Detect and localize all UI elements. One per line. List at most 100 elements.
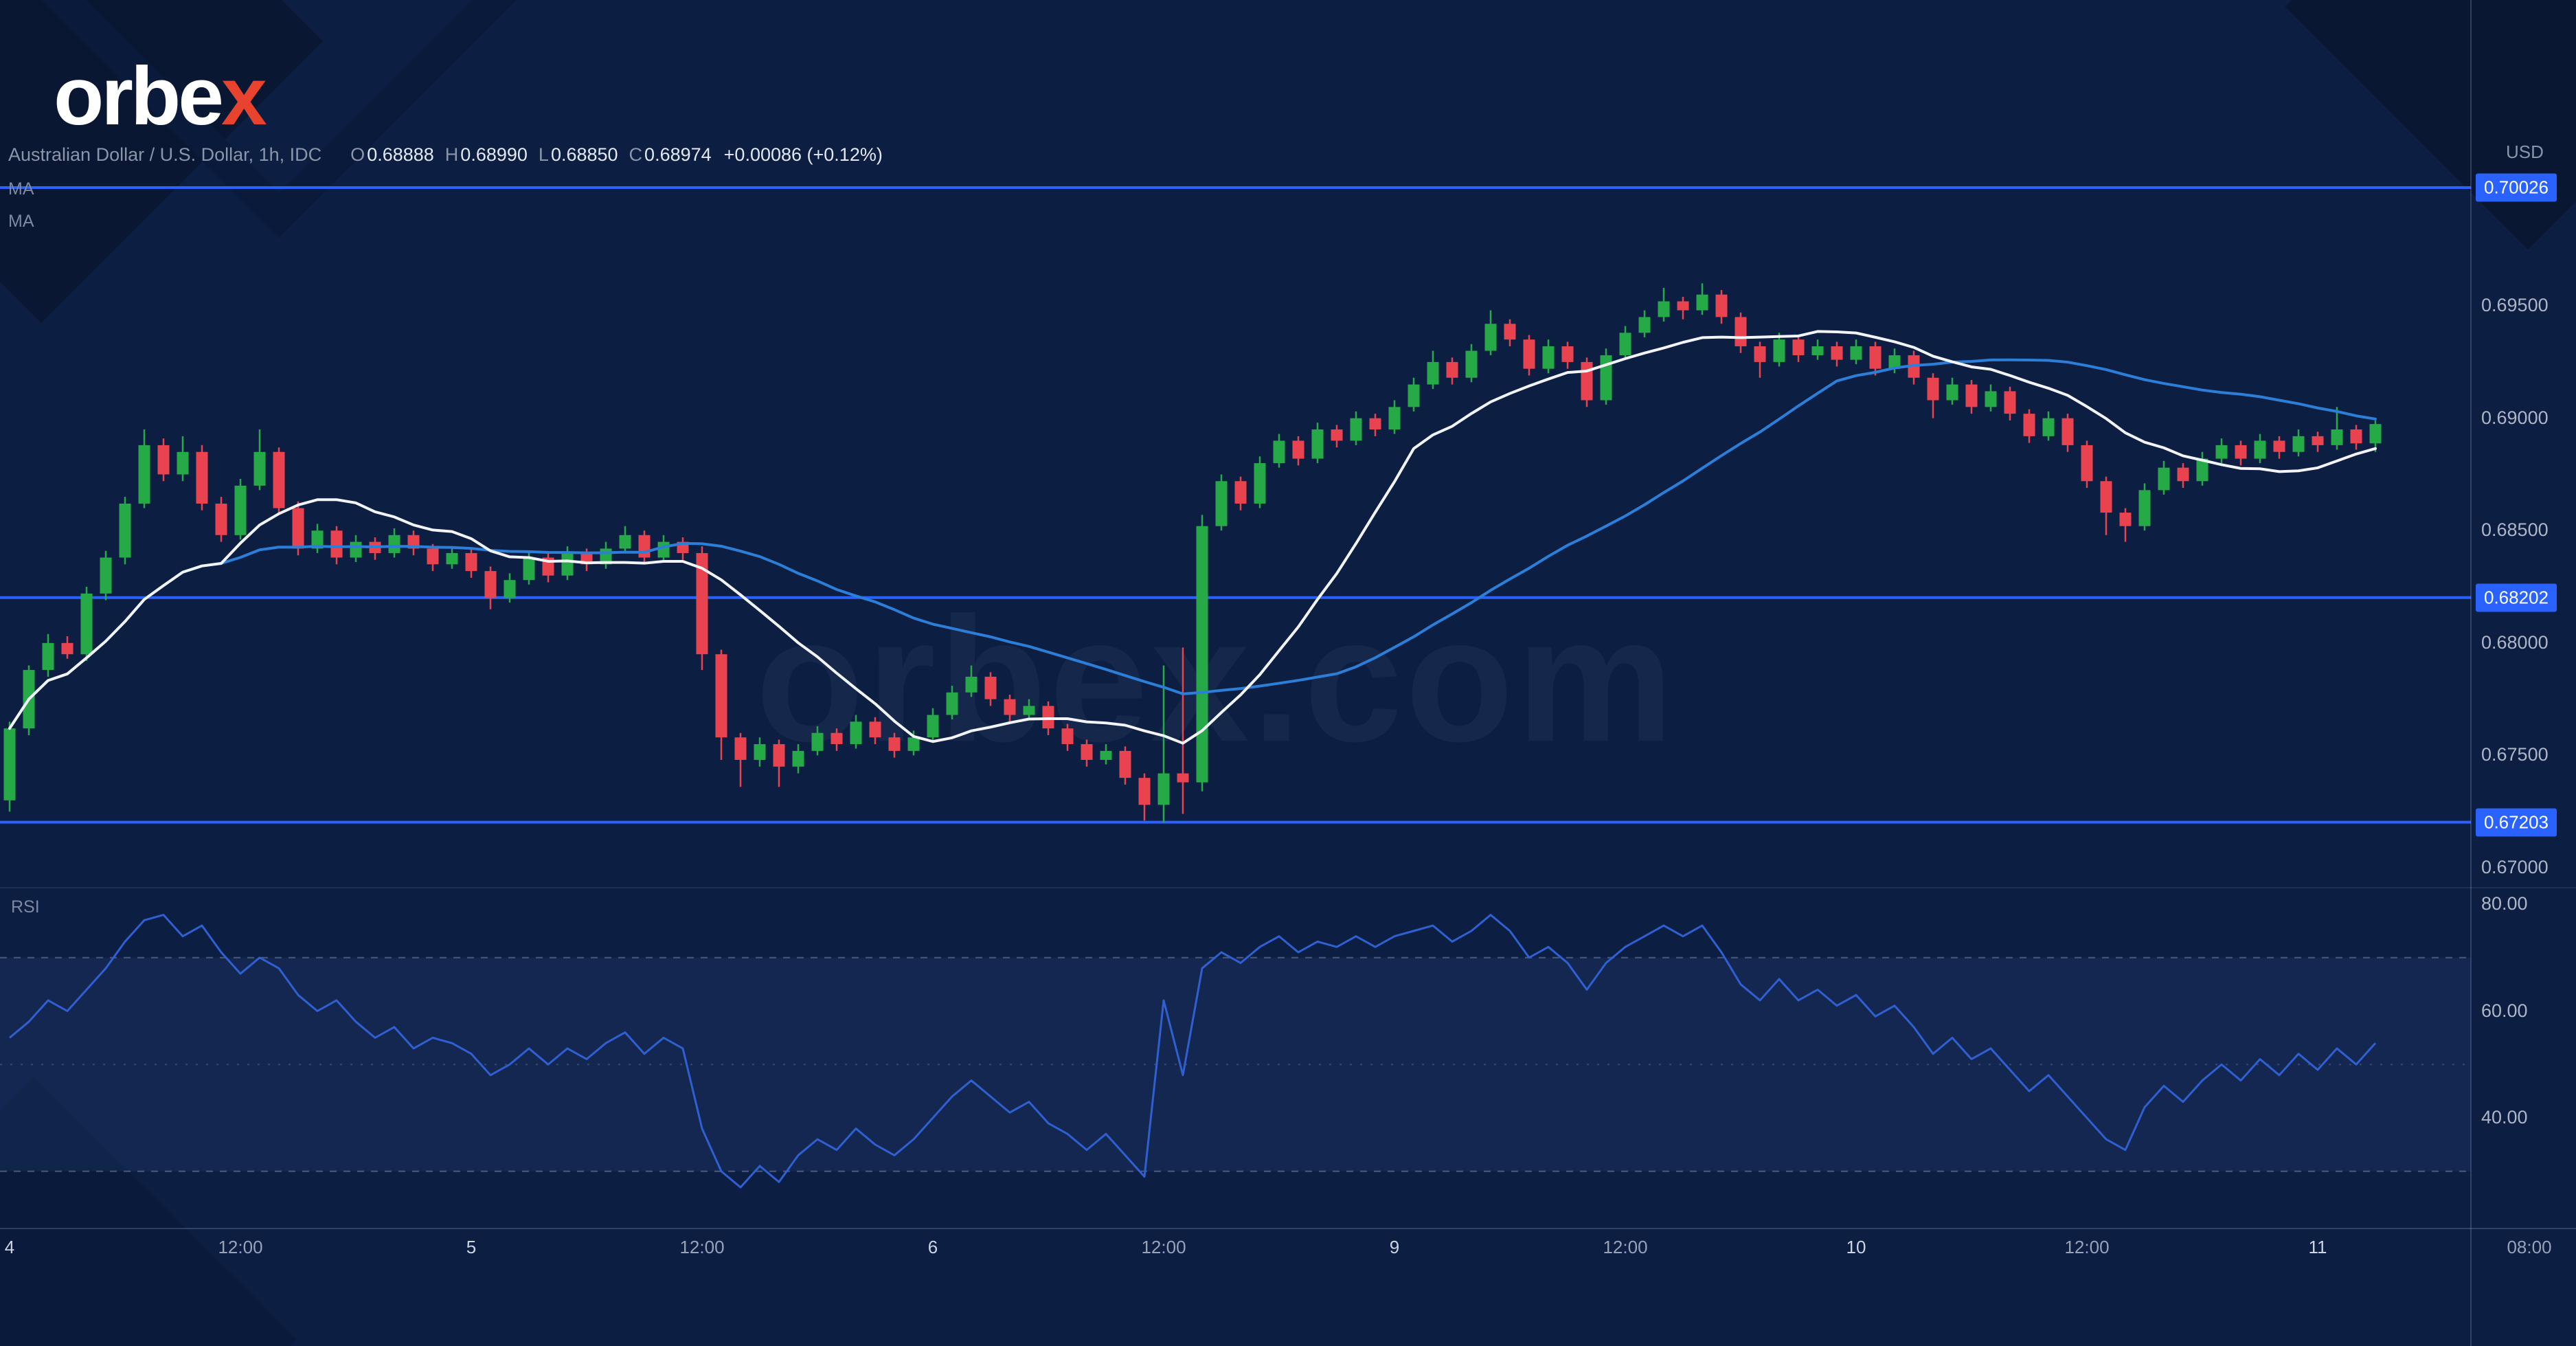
candle-body [561, 552, 574, 576]
close-value: 0.68974 [644, 144, 712, 165]
candle-body [138, 445, 150, 504]
candle-body [1965, 384, 1978, 407]
chart-legend: Australian Dollar / U.S. Dollar, 1h, IDC… [8, 144, 883, 166]
candle-body [2023, 414, 2035, 436]
low-value: 0.68850 [550, 144, 618, 165]
candle-body [927, 715, 939, 738]
candle-body [1408, 384, 1420, 407]
high-label: H [444, 144, 459, 165]
candle-body [1273, 440, 1285, 464]
change-value: +0.00086 (+0.12%) [723, 144, 883, 165]
candle-body [234, 485, 247, 535]
candle-body [1484, 324, 1497, 351]
open-value: 0.68888 [367, 144, 434, 165]
candle-body [1504, 324, 1516, 340]
candle-body [831, 732, 843, 745]
candle-body [292, 508, 304, 549]
candle-body [1773, 339, 1785, 362]
high-value: 0.68990 [460, 144, 528, 165]
orbex-logo: orbex [54, 55, 267, 137]
candle-body [734, 737, 747, 760]
candle-body [504, 580, 516, 598]
rsi-pane-label[interactable]: RSI [11, 897, 40, 917]
time-axis[interactable] [0, 1230, 2576, 1346]
candle-body [2158, 467, 2170, 491]
candle-body [1311, 429, 1324, 459]
candle-body [1100, 750, 1112, 760]
candle-body [1081, 744, 1093, 760]
candle-body [773, 744, 785, 767]
rsi-zone [0, 956, 2471, 1172]
candle-body [253, 451, 266, 486]
candle-body [1600, 355, 1612, 401]
candle-body [1869, 346, 1882, 369]
candle-body [811, 732, 824, 751]
candle-body [2100, 481, 2112, 513]
candle-body [1138, 778, 1151, 805]
candle-body [792, 750, 804, 767]
open-label: O [350, 144, 365, 165]
candle-body [1754, 346, 1766, 362]
logo-accent: x [221, 50, 267, 142]
low-label: L [538, 144, 549, 165]
candle-body [2004, 391, 2016, 414]
candle-body [1581, 361, 1593, 401]
ma-line [8, 358, 2377, 730]
candle-body [2081, 445, 2093, 482]
candle-body [2196, 458, 2208, 482]
candle-body [1888, 355, 1901, 369]
price-axis[interactable] [2471, 0, 2576, 1346]
candle-body [1388, 407, 1401, 430]
candle-body [1696, 294, 1708, 311]
candle-body [1196, 526, 1208, 783]
logo-text: orbe [54, 50, 224, 142]
candle-body [888, 737, 901, 751]
candle-body [1023, 706, 1035, 715]
candle-body [1542, 346, 1555, 369]
candle-body [119, 503, 131, 558]
candle-body [1658, 301, 1670, 317]
candle-body [2235, 445, 2247, 459]
candle-body [657, 541, 670, 558]
candle-body [1465, 350, 1478, 378]
candle-body [1561, 346, 1574, 362]
candle-body [2042, 418, 2055, 436]
candle-body [1946, 384, 1958, 401]
candle-body [2138, 490, 2151, 526]
candle-body [1715, 294, 1728, 317]
price-level-lines[interactable] [0, 186, 2471, 824]
candle-body [388, 535, 400, 553]
candles [3, 283, 2382, 823]
candle-body [80, 593, 93, 655]
candle-body [330, 530, 343, 558]
candle-body [273, 451, 285, 508]
candle-body [1061, 728, 1074, 745]
candle-body [1215, 481, 1228, 526]
candle-body [427, 548, 439, 565]
ma-label[interactable]: MA [8, 179, 34, 199]
candle-body [2254, 440, 2266, 459]
candle-body [177, 451, 189, 475]
candle-body [1177, 773, 1189, 783]
candle-body [484, 571, 497, 598]
candle-body [1350, 418, 1362, 441]
candle-body [850, 721, 862, 745]
candle-body [2369, 424, 2382, 444]
candle-body [754, 744, 766, 760]
candle-body [2119, 513, 2132, 526]
candle-body [1292, 440, 1304, 459]
candle-body [619, 535, 631, 549]
candle-body [2292, 436, 2305, 452]
symbol-title: Australian Dollar / U.S. Dollar, 1h, IDC [8, 144, 322, 165]
candle-body [196, 451, 208, 504]
candle-body [869, 721, 881, 738]
candle-body [1042, 706, 1054, 729]
candle-body [446, 552, 458, 565]
candle-body [1004, 699, 1016, 715]
candle-body [465, 552, 477, 572]
ma-label[interactable]: MA [8, 212, 34, 231]
candle-body [1619, 333, 1631, 356]
rsi-line [9, 914, 2377, 1189]
